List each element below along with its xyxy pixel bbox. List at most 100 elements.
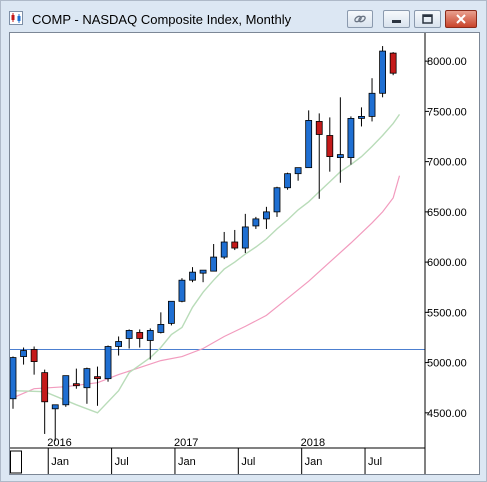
candle-body (199, 269, 207, 274)
candle-body (284, 173, 291, 189)
y-tick-label: 7000.00 (427, 157, 467, 169)
candle-10[interactable] (115, 336, 122, 356)
moving-average-short-line (12, 113, 401, 414)
year-label: 2017 (174, 437, 198, 449)
candle-body (368, 92, 376, 117)
candle-4[interactable] (51, 404, 59, 441)
x-tick-label: Jan (305, 456, 323, 468)
candle-35[interactable] (379, 46, 386, 98)
candle-15[interactable] (167, 300, 175, 326)
candle-16[interactable] (178, 278, 186, 303)
candle-body (51, 404, 59, 410)
candle-body (146, 330, 154, 341)
candle-0[interactable] (10, 356, 17, 409)
candle-body (389, 52, 397, 74)
y-tick-label: 8000.00 (427, 56, 467, 68)
x-tick-label: Jul (115, 456, 129, 468)
maximize-icon (422, 14, 433, 24)
candle-body (294, 167, 302, 175)
candle-3[interactable] (41, 369, 49, 434)
candle-26[interactable] (284, 172, 291, 190)
candle-20[interactable] (220, 231, 228, 260)
candle-body (72, 383, 80, 387)
candle-33[interactable] (358, 107, 365, 127)
link-button[interactable] (347, 10, 373, 28)
maximize-button[interactable] (414, 10, 441, 28)
candle-12[interactable] (136, 329, 144, 348)
moving-average-long-line (12, 175, 401, 399)
candle-32[interactable] (347, 116, 355, 165)
candle-21[interactable] (231, 229, 239, 251)
candle-24[interactable] (263, 206, 270, 229)
year-label: 2016 (47, 437, 71, 449)
candle-31[interactable] (336, 97, 344, 183)
candle-body (167, 300, 175, 324)
y-tick-label: 6000.00 (427, 257, 467, 269)
candle-5[interactable] (62, 375, 70, 407)
candle-28[interactable] (305, 110, 313, 169)
candle-29[interactable] (315, 113, 323, 199)
candle-19[interactable] (210, 244, 218, 272)
candle-34[interactable] (368, 78, 376, 122)
candle-6[interactable] (72, 368, 80, 389)
y-tick-label: 5000.00 (427, 358, 467, 370)
candle-body (20, 350, 27, 357)
candle-7[interactable] (83, 367, 91, 404)
candle-body (157, 324, 165, 333)
candle-body (220, 241, 228, 258)
candle-body (336, 154, 344, 159)
candle-body (210, 256, 218, 272)
candle-23[interactable] (252, 216, 260, 229)
candle-36[interactable] (389, 52, 397, 76)
scroll-handle[interactable] (10, 450, 22, 474)
candle-body (315, 121, 323, 135)
x-tick-label: Jul (241, 456, 255, 468)
candle-8[interactable] (94, 366, 101, 406)
candle-body (189, 271, 196, 281)
candle-body (231, 241, 239, 249)
chart-app-icon (9, 11, 23, 25)
candle-17[interactable] (189, 267, 196, 283)
candle-body (125, 330, 133, 339)
candle-27[interactable] (294, 167, 302, 181)
candle-13[interactable] (146, 328, 154, 360)
link-icon (354, 15, 366, 23)
candle-body (41, 372, 49, 403)
candle-22[interactable] (241, 213, 249, 254)
candle-11[interactable] (125, 329, 133, 349)
x-tick-label: Jul (368, 456, 382, 468)
minimize-button[interactable] (383, 10, 410, 28)
candle-body (10, 357, 17, 400)
candle-body (379, 50, 386, 94)
candle-1[interactable] (20, 347, 27, 365)
candlestick-chart[interactable]: 4500.00 5000.00 5500.00 6000.00 6500.00 7000.… (10, 33, 479, 474)
y-tick-label: 7500.00 (427, 106, 467, 118)
candle-body (273, 187, 281, 213)
candle-body (62, 375, 70, 406)
candle-body (241, 226, 249, 249)
candle-body (326, 135, 334, 157)
candle-body (252, 218, 260, 227)
candle-25[interactable] (273, 186, 281, 217)
y-tick-label: 4500.00 (427, 408, 467, 420)
candle-14[interactable] (157, 312, 165, 334)
candle-body (347, 118, 355, 159)
candle-body (263, 211, 270, 220)
candle-body (94, 376, 101, 380)
candle-body (115, 341, 122, 347)
candle-body (136, 332, 144, 339)
chart-area[interactable]: 4500.00 5000.00 5500.00 6000.00 6500.00 7000.… (9, 32, 480, 475)
x-tick-label: Jan (51, 456, 69, 468)
window-title: COMP - NASDAQ Composite Index, Monthly (32, 12, 292, 27)
candle-30[interactable] (326, 117, 334, 172)
title-bar[interactable]: COMP - NASDAQ Composite Index, Monthly (1, 1, 486, 32)
candle-body (104, 346, 112, 380)
candle-18[interactable] (199, 269, 207, 283)
close-button[interactable] (445, 10, 477, 28)
minimize-icon (392, 20, 401, 23)
candle-body (305, 120, 313, 169)
candle-2[interactable] (30, 346, 38, 375)
y-tick-label: 6500.00 (427, 207, 467, 219)
candle-9[interactable] (104, 345, 112, 382)
